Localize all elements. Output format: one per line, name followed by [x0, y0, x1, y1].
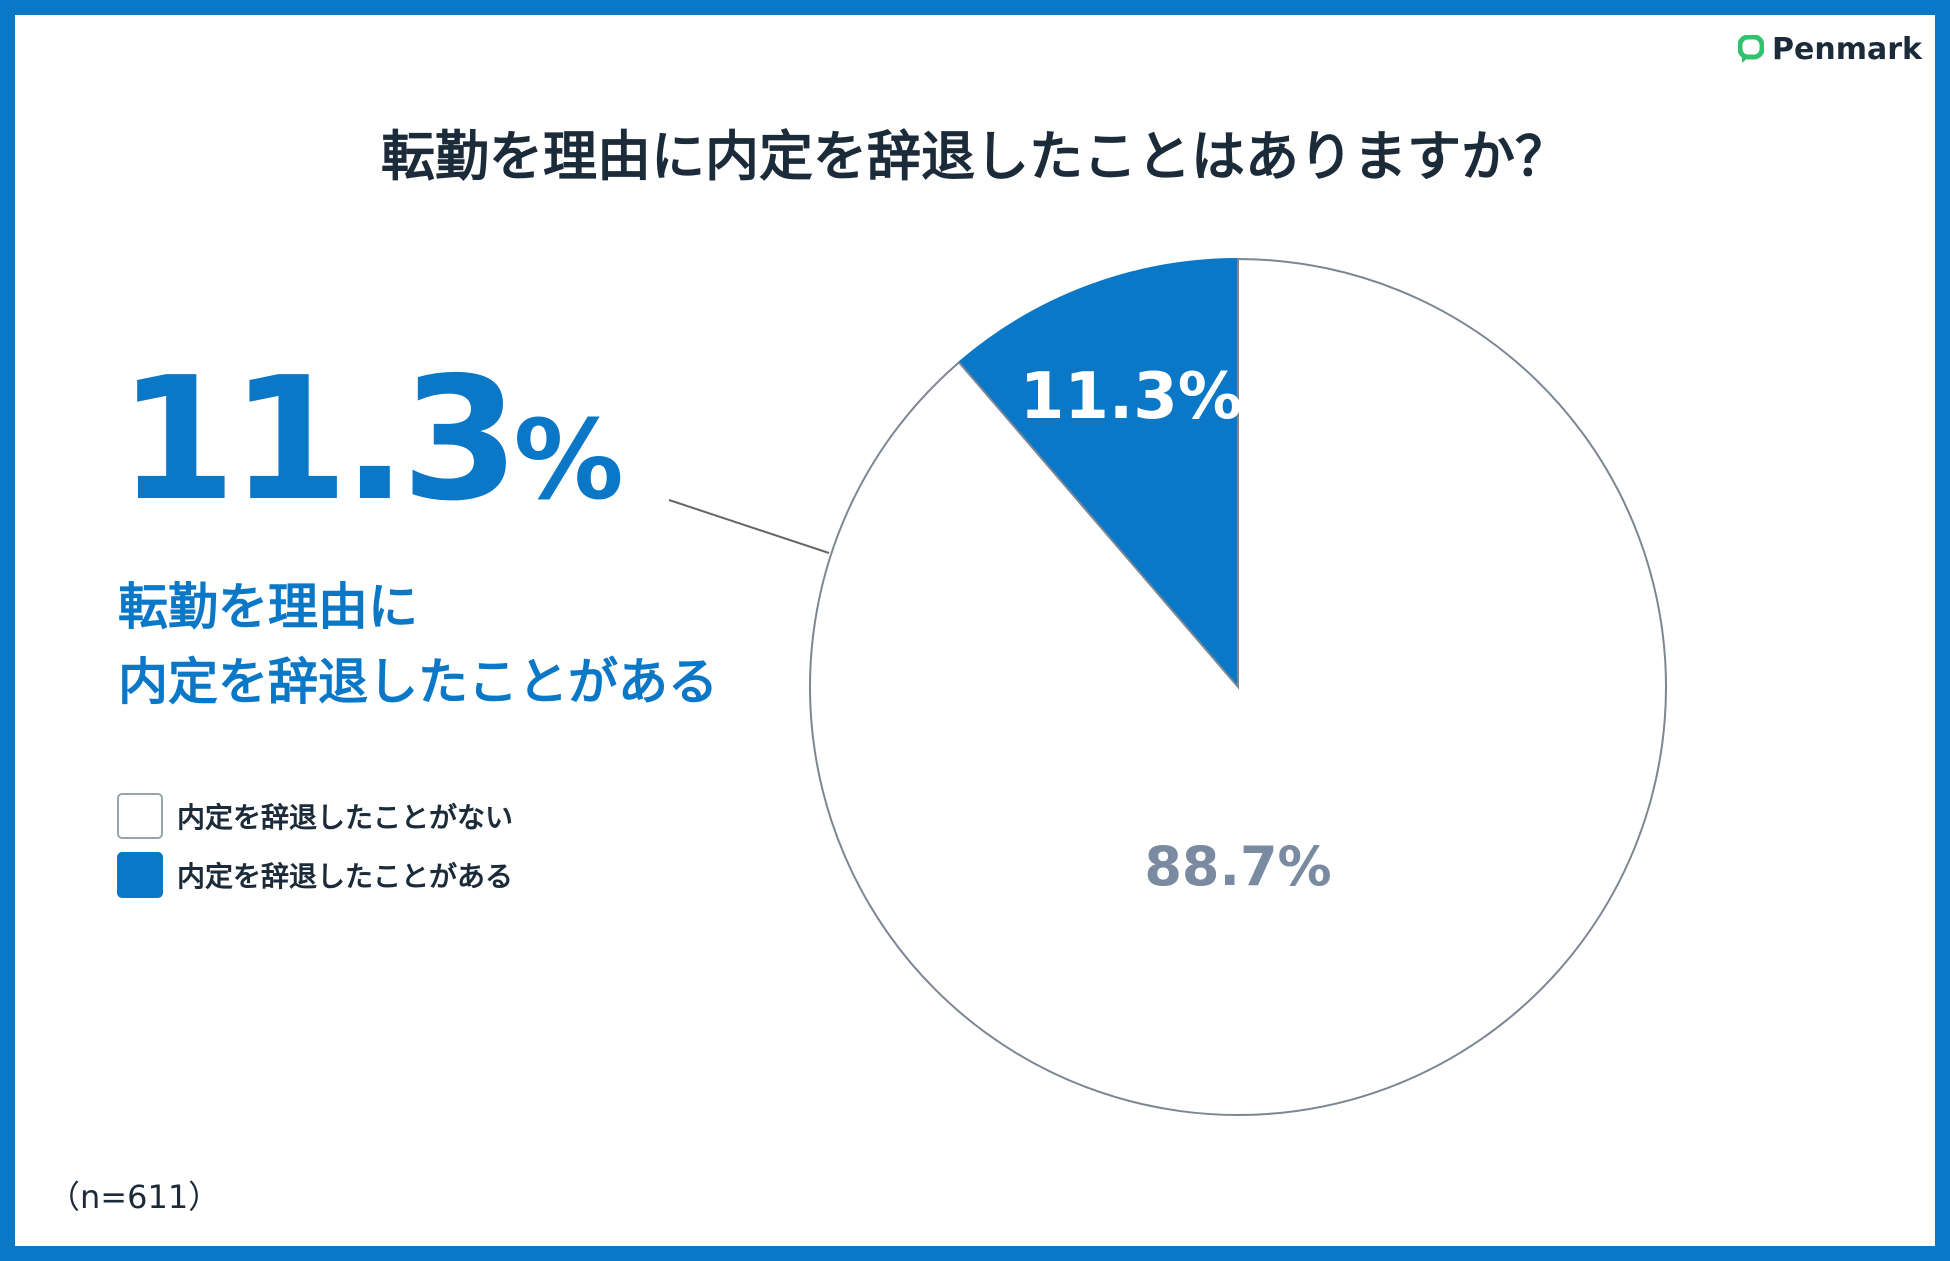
- highlight-value: 11.3%: [118, 355, 624, 525]
- legend-swatch: [117, 793, 163, 839]
- highlight-number: 11.3: [118, 341, 519, 539]
- legend-label: 内定を辞退したことがない: [177, 801, 514, 834]
- highlight-caption-2: 内定を辞退したことがある: [118, 653, 718, 711]
- penmark-logo: Penmark: [1738, 32, 1922, 67]
- logo-text: Penmark: [1772, 32, 1922, 67]
- slice-label-yes: 11.3%: [1020, 360, 1242, 434]
- legend-item-yes: 内定を辞退したことがある: [117, 852, 513, 898]
- chart-title: 転勤を理由に内定を辞退したことはありますか？: [381, 125, 1569, 188]
- speech-bubble-icon: [1738, 34, 1764, 63]
- slice-label-no: 88.7%: [1144, 835, 1331, 898]
- legend-label: 内定を辞退したことがある: [177, 860, 514, 893]
- leader-line: [668, 499, 830, 554]
- highlight-caption-1: 転勤を理由に: [118, 578, 418, 636]
- legend-item-no: 内定を辞退したことがない: [117, 793, 513, 839]
- sample-size: （n=611）: [48, 1178, 221, 1216]
- pie-slice-no: [809, 257, 1667, 1116]
- legend-swatch: [117, 852, 163, 898]
- highlight-unit: %: [513, 396, 624, 524]
- pie-slice-yes: [957, 257, 1239, 690]
